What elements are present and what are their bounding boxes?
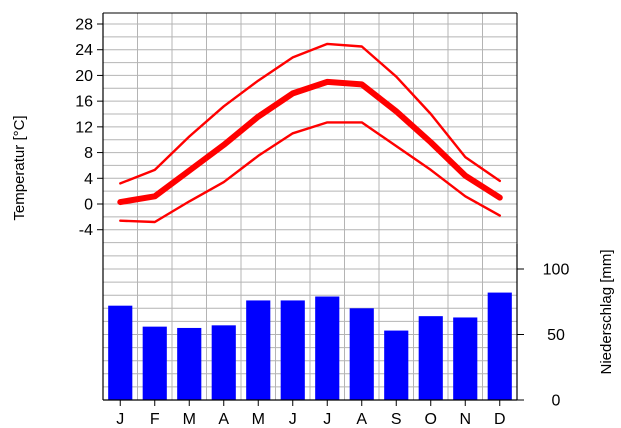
precipitation-bar <box>177 327 202 400</box>
month-label: M <box>252 411 265 428</box>
month-label: J <box>116 411 124 428</box>
month-label: S <box>391 411 402 428</box>
temperature-tick-label: 4 <box>84 171 93 188</box>
month-label: M <box>183 411 196 428</box>
precipitation-bar <box>315 296 340 400</box>
precipitation-bar <box>108 305 133 400</box>
temperature-tick-label: 0 <box>84 197 93 214</box>
temperature-tick-label: 12 <box>75 119 93 136</box>
precipitation-axis-label: Niederschlag [mm] <box>598 249 615 374</box>
precipitation-bar <box>246 300 271 400</box>
temperature-tick-label: 20 <box>75 68 93 85</box>
precipitation-bar <box>280 300 305 400</box>
precipitation-bar <box>453 317 478 400</box>
precipitation-bar <box>349 308 374 400</box>
tick-labels: 28 24 20 16 12 8 4 0 -4 100 50 0 J F M A M J J A S O N D <box>75 17 569 428</box>
temperature-tick-label: -4 <box>79 222 93 239</box>
month-label: A <box>218 411 229 428</box>
precipitation-tick-label: 100 <box>543 262 570 279</box>
precipitation-bars <box>108 292 512 400</box>
mean-temperature-line <box>117 78 503 206</box>
precipitation-tick-label: 0 <box>552 393 561 410</box>
temperature-range-line <box>119 42 501 185</box>
temperature-tick-label: 24 <box>75 42 93 59</box>
month-label: J <box>289 411 297 428</box>
precipitation-bar <box>418 316 443 400</box>
temperature-axis-label: Temperatur [°C] <box>11 115 28 220</box>
precipitation-bar <box>487 292 512 400</box>
month-label: A <box>356 411 367 428</box>
temperature-tick-label: 16 <box>75 94 93 111</box>
month-label: O <box>425 411 437 428</box>
precipitation-bar <box>211 325 236 400</box>
month-label: N <box>459 411 471 428</box>
axes <box>97 12 524 406</box>
month-label: D <box>494 411 506 428</box>
month-label: J <box>323 411 331 428</box>
temperature-tick-label: 28 <box>75 17 93 34</box>
precipitation-bar <box>142 326 167 400</box>
temperature-range-line <box>119 121 501 224</box>
temperature-lines <box>117 42 503 224</box>
temperature-tick-label: 8 <box>84 145 93 162</box>
month-label: F <box>150 411 160 428</box>
precipitation-bar <box>384 330 409 400</box>
precipitation-tick-label: 50 <box>547 327 565 344</box>
